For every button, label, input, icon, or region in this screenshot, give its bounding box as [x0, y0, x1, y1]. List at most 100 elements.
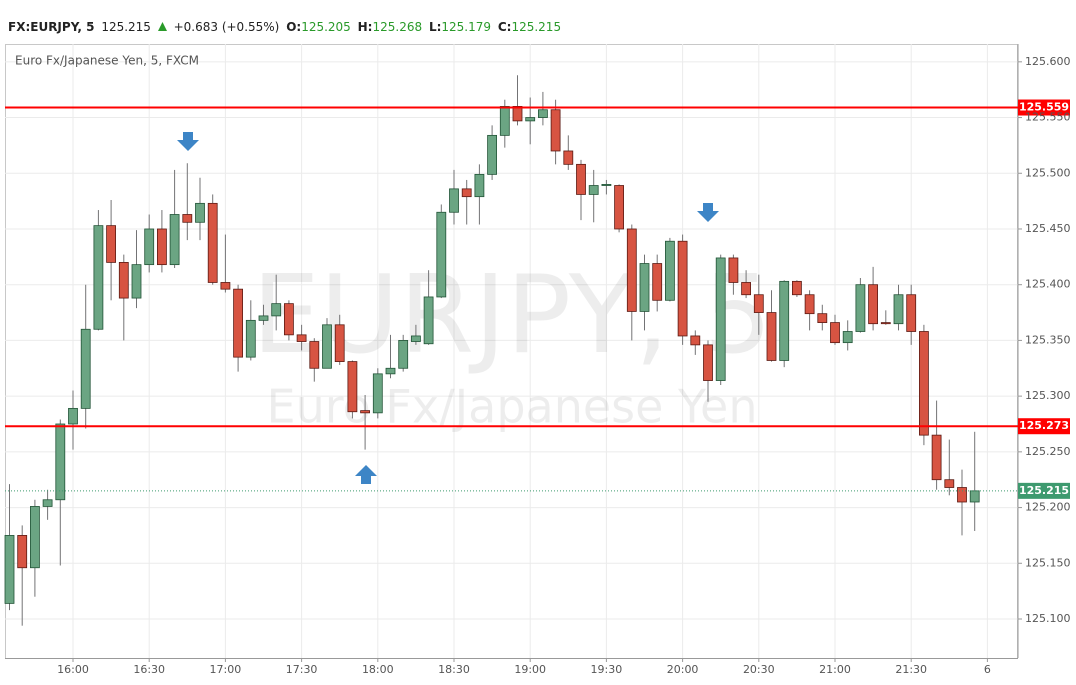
candle-body	[347, 361, 358, 413]
candle-body	[614, 185, 624, 230]
price-label: 125.273	[1019, 419, 1069, 432]
candle-body	[461, 188, 472, 198]
candle-body	[271, 303, 282, 317]
y-tick-label: 125.450	[1025, 222, 1071, 235]
symbol: FX:EURJPY, 5	[8, 20, 95, 34]
candle-body	[144, 228, 155, 266]
x-tick-label: 16:30	[133, 663, 165, 676]
candle-body	[296, 334, 307, 342]
x-tick-label: 6	[984, 663, 991, 676]
down-arrow	[177, 132, 199, 151]
candle-body	[652, 263, 663, 301]
x-tick-label: 19:30	[591, 663, 623, 676]
candle-body	[169, 214, 180, 266]
candle-body	[601, 184, 612, 186]
grid	[5, 44, 1018, 658]
candle-body	[385, 367, 396, 375]
y-tick-label: 125.350	[1025, 333, 1071, 346]
candle-body	[283, 303, 294, 336]
candle-body	[42, 499, 53, 507]
candle-body	[436, 211, 447, 298]
candle-body	[220, 282, 231, 290]
candle-body	[550, 109, 561, 152]
candle-body	[906, 294, 917, 332]
candle-body	[677, 240, 688, 337]
high-label: H:	[357, 20, 373, 34]
candle-body	[855, 284, 866, 332]
x-tick-label: 18:30	[438, 663, 470, 676]
candle-body	[538, 109, 548, 118]
candle-body	[233, 288, 244, 358]
candle-body	[156, 228, 167, 266]
candle-body	[931, 434, 942, 481]
candle-body	[842, 331, 853, 344]
y-tick-label: 125.300	[1025, 389, 1071, 402]
candle-body	[68, 407, 78, 425]
candle-body	[868, 284, 878, 325]
candle-body	[639, 263, 650, 312]
candle-body	[893, 294, 904, 325]
low-label: L:	[428, 20, 442, 34]
candle-body	[830, 322, 840, 344]
candle-body	[766, 312, 777, 361]
close-value: 125.215	[511, 20, 562, 34]
x-tick-label: 19:00	[514, 663, 546, 676]
header: FX:EURJPY, 5 125.215 +0.683 (+0.55%) O:1…	[8, 20, 564, 38]
candle-body	[334, 324, 345, 362]
y-tick-label: 125.250	[1025, 445, 1071, 458]
price-label-box	[1018, 418, 1070, 435]
candle-body	[245, 319, 256, 358]
candle-body	[322, 324, 332, 369]
candle-body	[118, 262, 129, 299]
down-arrow	[697, 203, 719, 222]
last-price: 125.215	[101, 20, 151, 34]
candle-body	[957, 487, 967, 503]
candle-body	[131, 264, 142, 299]
candle-body	[715, 257, 726, 381]
candle-body	[474, 173, 485, 198]
candle-body	[410, 335, 421, 342]
candle-body	[944, 479, 955, 488]
candle-body	[563, 150, 574, 165]
candle-body	[665, 240, 675, 301]
candle-body	[741, 282, 751, 296]
candle-body	[4, 535, 15, 604]
candle-body	[512, 106, 523, 122]
candle-body	[525, 117, 536, 122]
x-tick-label: 18:00	[362, 663, 394, 676]
y-tick-label: 125.100	[1025, 612, 1071, 625]
candle-body	[969, 490, 980, 503]
open-value: 125.205	[301, 20, 351, 34]
price-label: 125.559	[1019, 101, 1069, 114]
y-tick-label: 125.200	[1025, 501, 1071, 514]
close-label: C:	[497, 20, 512, 34]
chart-title: Euro Fx/Japanese Yen, 5, FXCM	[15, 54, 199, 68]
candle-body	[576, 163, 586, 195]
candle-body	[106, 225, 116, 263]
x-tick-label: 20:00	[667, 663, 699, 676]
candle-body	[398, 340, 409, 369]
candle-body	[919, 331, 929, 436]
last-price-label: 125.215	[1019, 484, 1069, 497]
open-label: O:	[286, 20, 302, 34]
candle-body	[779, 280, 790, 361]
y-tick-label: 125.550	[1025, 111, 1071, 124]
price-label-box	[1018, 99, 1070, 116]
x-tick-label: 17:30	[286, 663, 318, 676]
last-price-box	[1018, 482, 1070, 499]
candle-body	[182, 214, 193, 223]
candle-body	[258, 315, 269, 321]
candle-body	[309, 341, 320, 369]
candle-body	[804, 294, 815, 315]
y-tick-label: 125.600	[1025, 55, 1071, 68]
candle-body	[753, 294, 764, 313]
candle-body	[29, 506, 40, 569]
candle-body	[728, 257, 739, 283]
candle-body	[499, 106, 510, 136]
up-arrow	[355, 465, 377, 484]
x-tick-label: 21:30	[895, 663, 927, 676]
candle-body	[703, 344, 713, 381]
x-tick-label: 16:00	[57, 663, 89, 676]
